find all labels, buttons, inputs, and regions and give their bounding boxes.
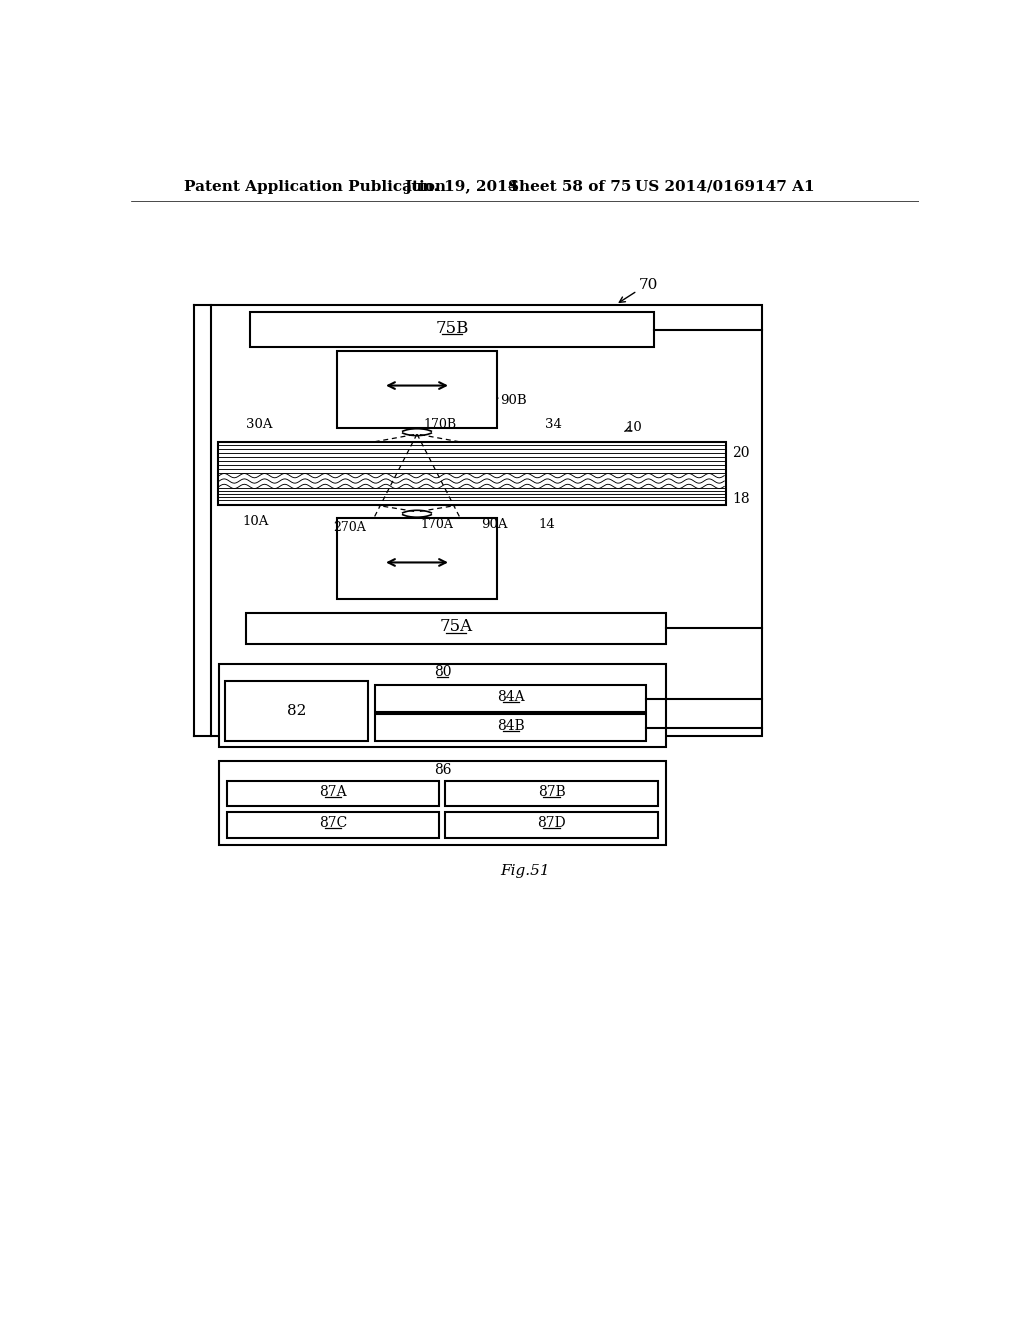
Text: 70: 70 bbox=[639, 279, 658, 293]
Bar bbox=[225, 681, 368, 742]
Text: 87D: 87D bbox=[538, 816, 566, 830]
Text: 90B: 90B bbox=[500, 395, 526, 408]
Text: 75B: 75B bbox=[435, 319, 469, 337]
Text: 270A: 270A bbox=[333, 520, 366, 533]
Text: 80: 80 bbox=[433, 665, 452, 678]
Bar bbox=[246, 612, 666, 644]
Bar bbox=[226, 780, 439, 807]
Text: 90A: 90A bbox=[481, 517, 508, 531]
Text: 18: 18 bbox=[732, 492, 750, 506]
Text: 84A: 84A bbox=[497, 690, 524, 704]
Text: Patent Application Publication: Patent Application Publication bbox=[184, 180, 446, 194]
Text: 10: 10 bbox=[626, 421, 642, 434]
Text: 86: 86 bbox=[433, 763, 452, 776]
Bar bbox=[337, 517, 497, 599]
Bar bbox=[219, 760, 666, 845]
Bar bbox=[226, 812, 439, 838]
Text: 14: 14 bbox=[539, 517, 555, 531]
Bar bbox=[376, 714, 646, 742]
Text: Sheet 58 of 75: Sheet 58 of 75 bbox=[508, 180, 631, 194]
Text: 82: 82 bbox=[287, 705, 306, 718]
Bar bbox=[445, 780, 658, 807]
Bar bbox=[211, 305, 762, 737]
Bar bbox=[219, 664, 666, 747]
Text: 170B: 170B bbox=[423, 417, 457, 430]
Text: 170A: 170A bbox=[421, 517, 454, 531]
Text: 34: 34 bbox=[545, 418, 562, 432]
Text: Fig.51: Fig.51 bbox=[500, 863, 550, 878]
Text: 30A: 30A bbox=[246, 418, 272, 432]
Text: Jun. 19, 2014: Jun. 19, 2014 bbox=[403, 180, 518, 194]
Bar bbox=[250, 313, 654, 347]
Text: 87B: 87B bbox=[538, 784, 565, 799]
Bar bbox=[445, 812, 658, 838]
Text: 20: 20 bbox=[732, 446, 750, 461]
Text: 87C: 87C bbox=[318, 816, 347, 830]
Text: 10A: 10A bbox=[243, 515, 268, 528]
Text: 75A: 75A bbox=[439, 618, 472, 635]
Bar bbox=[376, 685, 646, 711]
Bar bbox=[217, 442, 726, 506]
Text: 87A: 87A bbox=[319, 784, 347, 799]
Text: US 2014/0169147 A1: US 2014/0169147 A1 bbox=[635, 180, 814, 194]
Bar bbox=[337, 351, 497, 428]
Text: 84B: 84B bbox=[497, 719, 525, 734]
